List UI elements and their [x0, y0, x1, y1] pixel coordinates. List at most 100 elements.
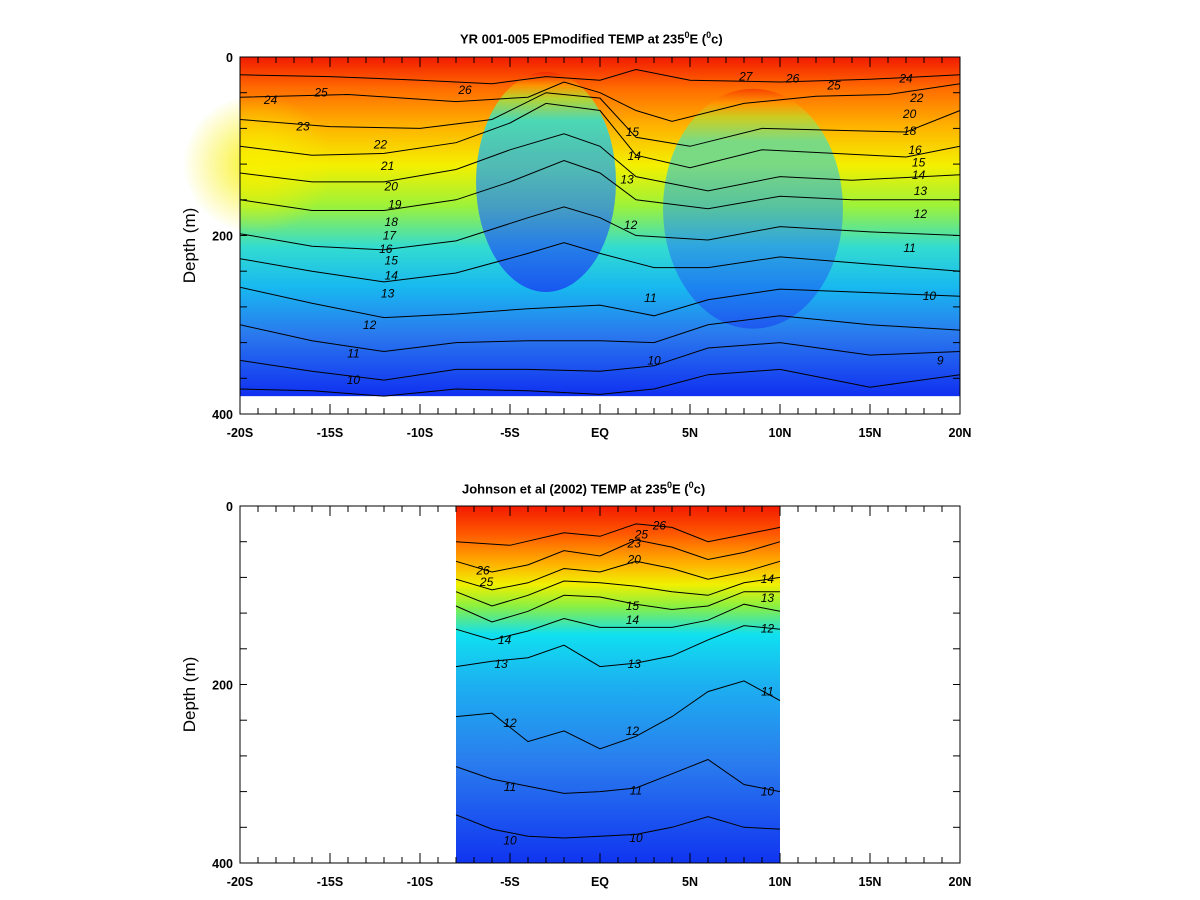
- panel-1-contour-label: 25: [826, 79, 841, 93]
- panel-1-y-tick-label: 0: [226, 51, 233, 65]
- panel-2-plot: 2625141312111025262320151413121110141312…: [180, 500, 971, 889]
- panel-1-title-mid: E (: [689, 31, 707, 47]
- panel-2-y-tick-label: 400: [212, 857, 233, 871]
- panel-1-contour-line: [239, 206, 961, 251]
- panel-2-contour-label: 25: [479, 575, 494, 589]
- panel-2-contour-label: 10: [761, 785, 775, 799]
- panel-1-x-tick-label: 15N: [859, 426, 882, 440]
- panel-1-warm-pool: [183, 94, 333, 235]
- panel-1-contour-label: 11: [903, 241, 915, 255]
- panel-2-y-tick-label: 0: [226, 500, 233, 514]
- panel-1-contour-label: 17: [383, 229, 398, 243]
- panel-1-contour-label: 16: [908, 143, 922, 157]
- panel-1-title: YR 001-005 EPmodified TEMP at 2350E (0c): [460, 30, 723, 46]
- panel-1-contour-label: 13: [381, 287, 395, 301]
- panel-2-title: Johnson et al (2002) TEMP at 2350E (0c): [462, 480, 705, 496]
- panel-1-contour-label: 23: [295, 120, 310, 134]
- panel-1-x-tick-label: -5S: [500, 426, 519, 440]
- panel-2-contour-label: 11: [630, 784, 642, 798]
- panel-1-contour-label: 18: [903, 124, 917, 138]
- panel-1-title-post: c): [711, 31, 723, 47]
- panel-2-temperature-field: [456, 506, 780, 863]
- panel-2-y-tick-label: 200: [212, 679, 233, 693]
- panel-1-contour-label: 14: [385, 269, 399, 283]
- panel-1-contour-line: [239, 102, 961, 169]
- panel-2-x-tick-label: EQ: [591, 875, 609, 889]
- panel-2-contour-label: 11: [504, 780, 516, 794]
- panel-1-contour-label: 20: [902, 107, 917, 121]
- panel-1-contour-line: [239, 159, 960, 211]
- panel-1-contour-label: 10: [347, 373, 361, 387]
- panel-2-contour-line: [455, 625, 781, 668]
- panel-2-contour-line: [455, 539, 781, 573]
- panel-1-contour-label: 14: [628, 149, 642, 163]
- panel-1-x-tick-label: 10N: [769, 426, 792, 440]
- panel-2-contour-line: [455, 603, 781, 641]
- panel-2-title-post: c): [693, 481, 706, 497]
- panel-1-contour-label: 12: [914, 207, 928, 221]
- panel-2-contour-label: 13: [761, 591, 775, 605]
- panel-2-contour-label: 14: [626, 613, 640, 627]
- panel-1-y-tick-label: 200: [212, 230, 233, 244]
- panel-2-contour-label: 13: [628, 657, 642, 671]
- panel-2-contour-line: [455, 560, 781, 591]
- panel-1-contour-label: 25: [313, 86, 328, 100]
- panel-1-title-pre: YR 001-005 EPmodified TEMP at 235: [460, 31, 685, 47]
- panel-2-contour-label: 14: [498, 633, 512, 647]
- panel-1-x-tick-label: -20S: [227, 426, 253, 440]
- panel-1-contour-label: 18: [385, 215, 399, 229]
- panel-2-x-tick-label: 10N: [769, 875, 792, 889]
- panel-1-contour-label: 11: [347, 346, 359, 360]
- panel-2-contour-label: 20: [627, 553, 642, 567]
- panel-1-contour-line: [239, 368, 961, 397]
- panel-1-contour-label: 15: [385, 253, 399, 267]
- panel-2-title-pre: Johnson et al (2002) TEMP at 235: [462, 481, 667, 497]
- panel-1-x-tick-label: -15S: [317, 426, 343, 440]
- panel-1-contour-label: 15: [912, 155, 926, 169]
- panel-2-x-tick-label: 5N: [682, 875, 698, 889]
- panel-1-title-sup1: 0: [684, 30, 690, 40]
- panel-1-contour-label: 26: [785, 71, 800, 85]
- panel-1-contour-label: 22: [373, 137, 388, 151]
- panel-2-x-tick-label: -5S: [500, 875, 519, 889]
- panel-1-x-tick-label: EQ: [591, 426, 609, 440]
- panel-1-contour-line: [239, 315, 961, 353]
- panel-1-x-tick-label: 5N: [682, 426, 698, 440]
- panel-1-contour-label: 13: [914, 184, 928, 198]
- panel-1-contour-line: [239, 342, 961, 381]
- panel-2-title-sup1: 0: [666, 480, 672, 490]
- panel-1-contour-label: 24: [263, 93, 278, 107]
- panel-2-x-tick-label: -20S: [227, 875, 253, 889]
- panel-1-contour-label: 9: [937, 353, 944, 367]
- panel-1-contour-line: [239, 133, 961, 192]
- panel-2-contour-line: [455, 814, 781, 839]
- panel-1-contour-label: 26: [457, 83, 472, 97]
- panel-2-contour-label: 12: [761, 621, 775, 635]
- panel-1-title-sup2: 0: [706, 30, 712, 40]
- panel-2-contour-label: 12: [626, 724, 640, 738]
- panel-1-contour-line: [239, 242, 961, 283]
- panel-2-contour-label: 26: [652, 519, 667, 533]
- panel-2-contour-line: [455, 591, 780, 623]
- panel-1-contour-line: [239, 68, 961, 85]
- panel-1-contour-label: 15: [626, 125, 640, 139]
- panel-2-y-axis-title: Depth (m): [180, 657, 199, 733]
- panel-2-contour-label: 13: [494, 657, 508, 671]
- panel-2-x-tick-label: 20N: [949, 875, 972, 889]
- panel-2-contour-label: 26: [475, 563, 490, 577]
- panel-2-contour-label: 23: [627, 536, 642, 550]
- panel-2-contour-label: 14: [761, 572, 775, 586]
- panel-2-contour-label: 10: [629, 831, 643, 845]
- panel-1-x-tick-label: 20N: [949, 426, 972, 440]
- panel-1-contour-line: [239, 92, 961, 147]
- panel-1-northern-dome: [663, 88, 843, 329]
- panel-1-y-tick-label: 400: [212, 408, 233, 422]
- panel-1-contour-label: 12: [624, 218, 638, 232]
- panel-1-contour-label: 10: [647, 353, 661, 367]
- panel-2-contour-label: 12: [503, 716, 517, 730]
- panel-2-x-tick-label: -10S: [407, 875, 433, 889]
- panel-2-contour-label: 15: [626, 599, 640, 613]
- panel-2-contour-line: [455, 523, 781, 546]
